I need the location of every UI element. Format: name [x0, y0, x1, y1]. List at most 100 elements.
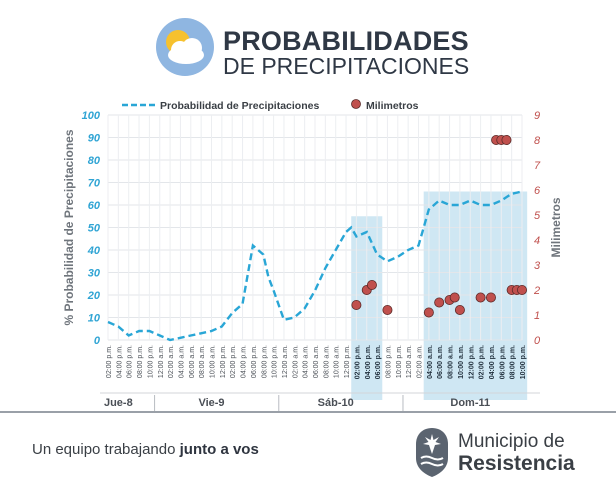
day-label: Vie-9	[198, 397, 224, 409]
x-tick-label: 04:00 p.m.	[489, 345, 496, 379]
x-tick-label: 10:00 a.m.	[210, 345, 217, 378]
sun-cloud-icon	[156, 18, 214, 76]
x-tick-label: 12:00 a.m.	[406, 345, 413, 378]
x-tick-label: 06:00 p.m.	[499, 345, 506, 379]
x-tick-label: 08:00 a.m.	[199, 345, 206, 378]
axes: 0 10 20 30 40 50 60 70 80 90 100 0 1 2 3 4 5 6 7 8 9 % Probab…	[62, 110, 563, 347]
x-tick-label: 02:00 p.m.	[354, 345, 361, 379]
probability-series-line	[107, 190, 523, 342]
x-tick-label: 04:00 p.m.	[116, 345, 123, 378]
x-tick-label: 04:00 p.m.	[241, 345, 248, 378]
x-tick-label: 10:00 p.m.	[272, 345, 279, 378]
x-tick-label: 12:00 a.m.	[282, 345, 289, 378]
day-labels: Jue-8 Vie-9 Sáb-10 Dom-11	[100, 392, 540, 411]
x-tick-label: 02:00 p.m.	[106, 345, 113, 378]
millimeter-point	[454, 304, 465, 315]
y-right-tick-label: 0	[534, 335, 541, 347]
x-tick-label: 02:00 p.m.	[230, 345, 237, 378]
x-tick-label: 12:00 a.m.	[158, 345, 165, 378]
millimeter-point	[382, 304, 393, 315]
day-label: Dom-11	[450, 397, 490, 409]
day-label: Jue-8	[104, 397, 133, 409]
y-left-tick-label: 90	[88, 133, 101, 145]
y-left-tick-label: 60	[88, 200, 101, 212]
x-tick-label: 10:00 a.m.	[334, 345, 341, 378]
x-tick-label: 10:00 a.m.	[458, 345, 465, 379]
page-title: PROBABILIDADES	[223, 26, 469, 56]
x-tick-label: 06:00 p.m.	[251, 345, 258, 378]
x-tick-label: 02:00 a.m.	[292, 345, 299, 378]
x-tick-label: 08:00 p.m.	[385, 345, 392, 378]
millimeter-point	[517, 284, 528, 295]
x-tick-label: 06:00 a.m.	[189, 345, 196, 378]
x-tick-label: 08:00 a.m.	[448, 345, 455, 379]
y-left-tick-label: 30	[88, 268, 101, 280]
org-name-line2: Resistencia	[458, 452, 575, 475]
x-tick-label: 10:00 p.m.	[396, 345, 403, 378]
y-right-axis-label: Milimetros	[549, 197, 563, 257]
probability-line	[107, 190, 523, 342]
x-tick-label: 04:00 a.m.	[427, 345, 434, 379]
x-tick-label: 02:00 a.m.	[417, 345, 424, 378]
x-tick-label: 08:00 p.m.	[510, 345, 517, 379]
y-left-tick-label: 100	[82, 110, 101, 122]
x-tick-label: 06:00 a.m.	[437, 345, 444, 379]
y-right-tick-label: 4	[534, 235, 540, 247]
municipality-emblem-icon	[416, 428, 448, 477]
y-right-tick-label: 5	[534, 210, 541, 222]
x-tick-label: 06:00 a.m.	[313, 345, 320, 378]
x-tick-label: 10:00 p.m.	[520, 345, 527, 379]
x-tick-label: 08:00 a.m.	[323, 345, 330, 378]
y-left-tick-label: 80	[88, 155, 101, 167]
millimeter-point	[501, 135, 512, 146]
x-tick-label: 12:00 p.m.	[220, 345, 227, 378]
x-tick-label: 04:00 a.m.	[178, 345, 185, 378]
x-tick-label: 12:00 p.m.	[344, 345, 351, 378]
org-name-line1: Municipio de	[458, 431, 565, 452]
x-tick-labels: 02:00 p.m. 04:00 p.m. 06:00 p.m. 08:00 p.m.…	[106, 345, 527, 379]
y-left-axis-label: % Probabilidad de Precipitaciones	[62, 129, 76, 325]
y-left-tick-label: 0	[94, 335, 101, 347]
x-tick-label: 12:00 p.m.	[468, 345, 475, 379]
page-subtitle: DE PRECIPITACIONES	[223, 53, 470, 79]
millimeter-points	[351, 135, 528, 318]
millimeter-point	[351, 299, 362, 310]
legend-label-probability: Probabilidad de Precipitaciones	[160, 100, 319, 112]
precipitation-chart: 0 10 20 30 40 50 60 70 80 90 100 0 1 2 3 4 5 6 7 8 9 % Probab…	[62, 99, 563, 411]
x-tick-label: 08:00 p.m.	[137, 345, 144, 378]
y-right-tick-label: 1	[534, 310, 540, 322]
divider	[0, 411, 616, 413]
tagline-bold: junto a vos	[179, 441, 259, 458]
legend: Probabilidad de Precipitaciones Milimetro…	[122, 99, 419, 112]
x-tick-label: 04:00 p.m.	[365, 345, 372, 379]
y-right-tick-label: 9	[534, 110, 540, 122]
legend-label-millimeters: Milimetros	[366, 100, 419, 112]
millimeter-point	[434, 297, 445, 308]
y-right-tick-label: 2	[533, 285, 540, 297]
y-left-tick-label: 10	[88, 313, 101, 325]
y-right-tick-label: 6	[534, 185, 541, 197]
x-tick-label: 06:00 p.m.	[375, 345, 382, 379]
y-left-tick-label: 70	[88, 178, 101, 190]
x-tick-label: 08:00 p.m.	[261, 345, 268, 378]
y-right-tick-label: 8	[534, 135, 541, 147]
day-label: Sáb-10	[318, 397, 354, 409]
y-left-tick-label: 20	[87, 290, 101, 302]
millimeter-point	[475, 292, 486, 303]
x-tick-label: 02:00 p.m.	[479, 345, 486, 379]
legend-dot-symbol	[351, 99, 361, 109]
shaded-region	[423, 191, 528, 400]
millimeter-point	[423, 307, 434, 318]
y-left-tick-label: 50	[88, 223, 101, 235]
y-right-tick-label: 3	[534, 260, 541, 272]
x-tick-label: 04:00 a.m.	[303, 345, 310, 378]
x-tick-label: 10:00 p.m.	[147, 345, 154, 378]
x-tick-label: 02:00 a.m.	[168, 345, 175, 378]
header: PROBABILIDADES DE PRECIPITACIONES	[0, 0, 616, 95]
millimeter-point	[485, 292, 496, 303]
tagline: Un equipo trabajando junto a vos	[32, 441, 259, 458]
x-tick-label: 06:00 p.m.	[127, 345, 134, 378]
y-left-tick-label: 40	[87, 245, 101, 257]
tagline-prefix: Un equipo trabajando	[32, 441, 180, 458]
y-right-tick-label: 7	[534, 160, 541, 172]
